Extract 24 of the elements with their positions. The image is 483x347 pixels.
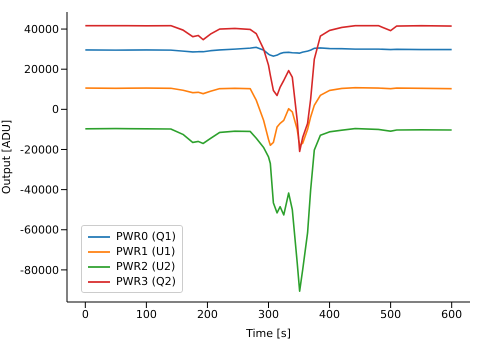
y-tick-label: 0	[52, 103, 59, 116]
line-series	[84, 128, 452, 292]
x-tick-label: 500	[380, 308, 402, 321]
x-tick-label: 0	[82, 308, 89, 321]
y-axis-title: Output [ADU]	[0, 120, 13, 194]
y-tick-label: 20000	[24, 63, 59, 76]
x-axis-title: Time [s]	[245, 327, 291, 340]
x-tick-label: 200	[196, 308, 218, 321]
legend-label: PWR2 (U2)	[116, 259, 176, 274]
y-tick-label: 40000	[24, 22, 59, 36]
x-tick-label: 300	[258, 308, 279, 321]
legend-label: PWR1 (U1)	[116, 244, 176, 259]
x-tick-label: 600	[441, 308, 462, 321]
x-tick-label: 400	[319, 308, 340, 321]
line-series	[84, 46, 452, 57]
y-tick-label: -60000	[20, 224, 59, 237]
y-tick-label: -40000	[20, 184, 59, 197]
legend-label: PWR0 (Q1)	[116, 229, 176, 244]
line-series	[84, 24, 452, 152]
y-tick-label: -20000	[20, 143, 59, 156]
x-tick-label: 100	[136, 308, 157, 321]
legend-label: PWR3 (Q2)	[116, 274, 176, 289]
y-tick-label: -80000	[20, 264, 59, 277]
line-series	[84, 86, 452, 146]
